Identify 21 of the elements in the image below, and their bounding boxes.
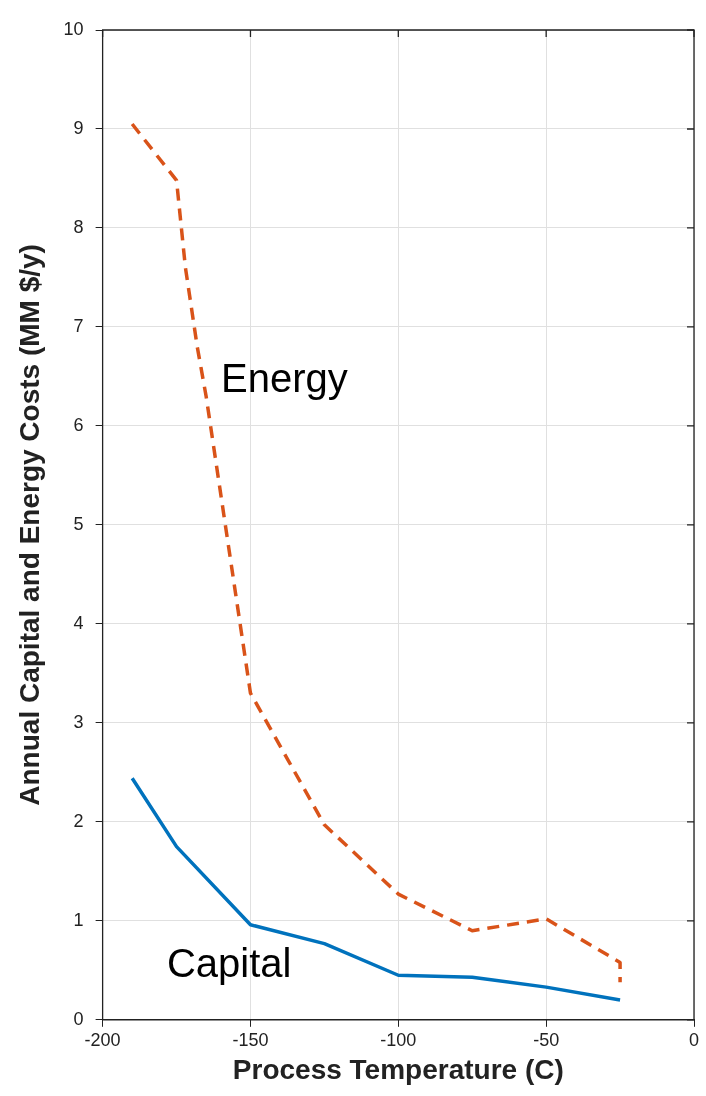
series-label: Capital — [166, 940, 292, 985]
x-tick-label: -50 — [533, 1029, 560, 1050]
y-tick-label: 3 — [73, 711, 84, 732]
y-tick-label: 1 — [73, 909, 84, 930]
y-axis-title: Annual Capital and Energy Costs (MM $/y) — [13, 244, 45, 806]
y-tick-label: 10 — [63, 18, 84, 39]
y-tick-label: 5 — [73, 513, 84, 534]
x-tick-label: -100 — [380, 1029, 417, 1050]
y-tick-label: 0 — [73, 1008, 84, 1029]
series-label: Energy — [221, 356, 348, 401]
x-tick-label: -150 — [232, 1029, 269, 1050]
y-tick-label: 6 — [73, 414, 84, 435]
line-series — [130, 122, 622, 984]
y-tick-label: 2 — [73, 810, 84, 831]
x-tick-label: -200 — [84, 1029, 121, 1050]
y-tick-label: 4 — [73, 612, 84, 633]
y-tick-label: 8 — [73, 216, 84, 237]
x-axis-title: Process Temperature (C) — [232, 1053, 564, 1085]
y-tick-label: 9 — [73, 117, 84, 138]
x-tick-label: 0 — [688, 1029, 700, 1050]
y-tick-label: 7 — [73, 315, 84, 336]
